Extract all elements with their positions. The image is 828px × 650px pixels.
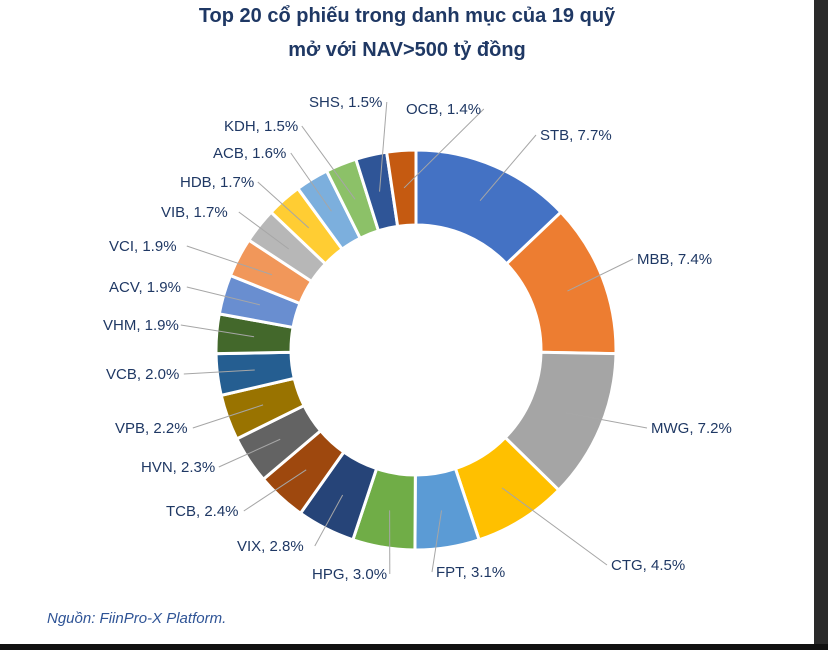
data-label-fpt: FPT, 3.1% xyxy=(436,564,505,581)
leader-line-stb xyxy=(479,134,537,201)
data-label-shs: SHS, 1.5% xyxy=(309,94,382,111)
leader-line-mwg xyxy=(565,412,648,429)
data-label-hpg: HPG, 3.0% xyxy=(312,566,387,583)
slice-ocb xyxy=(384,148,418,229)
data-label-hvn: HVN, 2.3% xyxy=(141,459,215,476)
data-label-mbb: MBB, 7.4% xyxy=(637,251,712,268)
leader-line-shs xyxy=(379,101,388,192)
data-label-kdh: KDH, 1.5% xyxy=(224,118,298,135)
data-label-ocb: OCB, 1.4% xyxy=(406,101,481,118)
data-label-ctg: CTG, 4.5% xyxy=(611,557,685,574)
leader-line-vcb xyxy=(183,369,255,375)
leader-line-acv xyxy=(186,286,261,306)
data-label-hdb: HDB, 1.7% xyxy=(180,174,254,191)
leader-line-vci xyxy=(186,245,273,276)
data-label-vcb: VCB, 2.0% xyxy=(106,366,179,383)
data-label-vhm: VHM, 1.9% xyxy=(103,317,179,334)
leader-line-hdb xyxy=(257,181,310,229)
data-label-vci: VCI, 1.9% xyxy=(109,238,177,255)
data-label-tcb: TCB, 2.4% xyxy=(166,503,239,520)
leader-line-ocb xyxy=(403,108,485,189)
window-edge-right xyxy=(814,0,828,650)
data-label-acv: ACV, 1.9% xyxy=(109,279,181,296)
leader-line-vix xyxy=(314,494,344,547)
leader-line-vhm xyxy=(180,324,255,338)
leader-line-hvn xyxy=(218,438,281,468)
data-label-vix: VIX, 2.8% xyxy=(237,538,304,555)
data-label-mwg: MWG, 7.2% xyxy=(651,420,732,437)
leader-line-tcb xyxy=(243,469,307,512)
leader-line-acb xyxy=(290,152,332,212)
data-label-acb: ACB, 1.6% xyxy=(213,145,286,162)
chart-title-line-1: Top 20 cổ phiếu trong danh mục của 19 qu… xyxy=(198,5,616,27)
data-label-stb: STB, 7.7% xyxy=(540,127,612,144)
window-edge-bottom xyxy=(0,644,828,650)
leader-line-kdh xyxy=(301,125,356,200)
chart-card: Top 20 cổ phiếu trong danh mục của 19 qu… xyxy=(0,0,814,644)
data-label-vpb: VPB, 2.2% xyxy=(115,420,188,437)
leader-line-fpt xyxy=(431,510,443,573)
leader-line-mbb xyxy=(567,258,634,292)
source-note: Nguồn: FiinPro-X Platform. xyxy=(47,610,227,627)
leader-line-ctg xyxy=(501,487,608,566)
donut-chart: STB, 7.7% MBB, 7.4% MWG, 7.2% CTG, 4.5% FPT,… xyxy=(103,94,732,583)
data-label-vib: VIB, 1.7% xyxy=(161,204,228,221)
chart-title-line-2: mở với NAV>500 tỷ đồng xyxy=(288,39,526,61)
leader-line-vpb xyxy=(192,404,264,429)
leader-line-vib xyxy=(238,211,290,250)
